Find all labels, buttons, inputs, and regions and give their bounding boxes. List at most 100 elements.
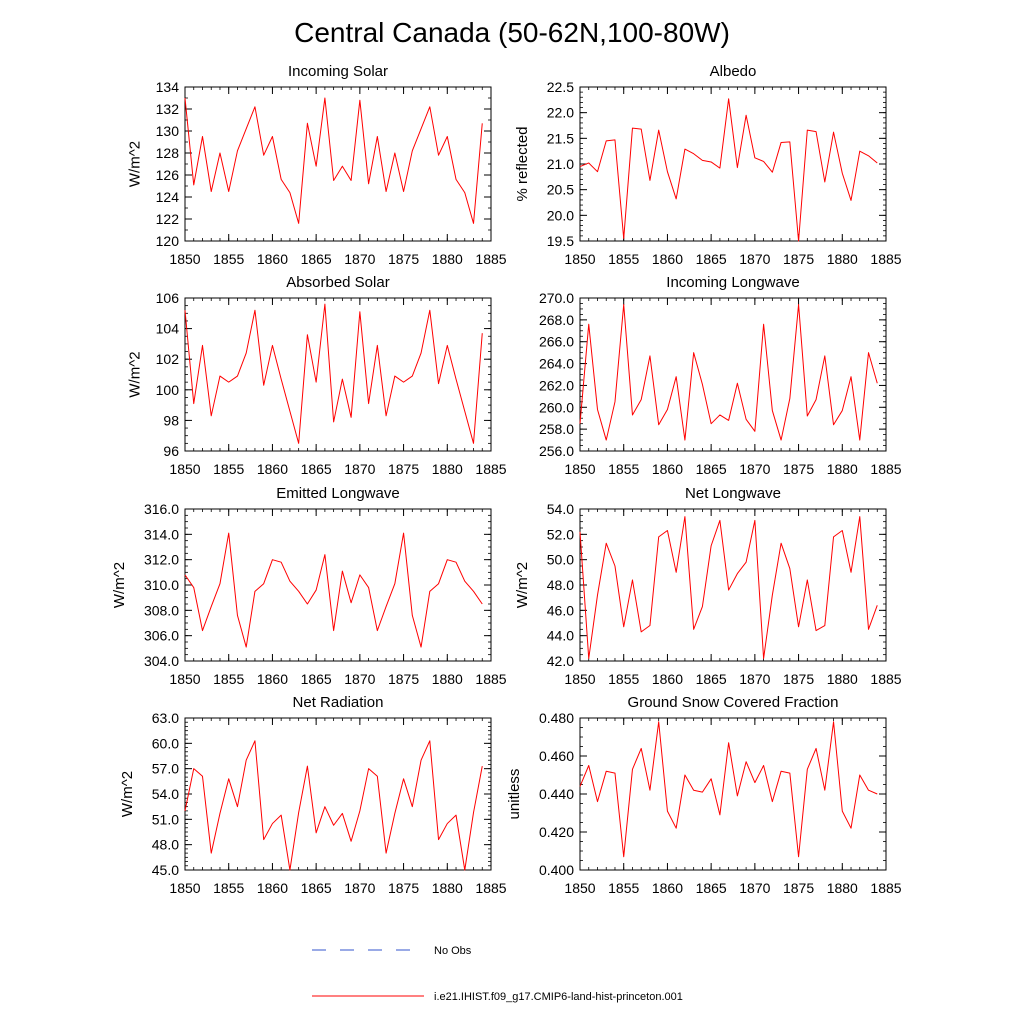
x-tick-label: 1855: [213, 251, 244, 267]
legend-label-2: i.e21.IHIST.f09_g17.CMIP6-land-hist-prin…: [434, 991, 683, 1003]
y-tick-label: 268.0: [539, 312, 574, 328]
y-tick-label: 98: [163, 412, 179, 428]
x-tick-label: 1885: [870, 671, 901, 687]
x-tick-label: 1870: [739, 251, 770, 267]
plot-frame: [184, 717, 492, 871]
y-tick-label: 54.0: [547, 501, 574, 517]
x-tick-label: 1865: [301, 880, 332, 896]
x-tick-label: 1850: [169, 251, 200, 267]
x-tick-label: 1855: [608, 251, 639, 267]
x-tick-label: 1860: [257, 461, 288, 477]
plot-frame: [184, 297, 492, 452]
y-tick-label: 104: [156, 321, 180, 337]
x-tick-label: 1870: [739, 880, 770, 896]
x-tick-label: 1860: [257, 671, 288, 687]
plot-frame: [184, 86, 492, 242]
plot-frame: [579, 717, 887, 871]
y-tick-label: 45.0: [152, 862, 179, 878]
y-tick-label: 122: [156, 211, 180, 227]
panel-title: Incoming Longwave: [666, 274, 799, 291]
x-tick-label: 1875: [783, 671, 814, 687]
plot-frame: [184, 508, 492, 662]
x-tick-label: 1880: [432, 251, 463, 267]
x-tick-label: 1860: [257, 880, 288, 896]
y-tick-label: 100: [156, 382, 180, 398]
x-tick-label: 1880: [432, 880, 463, 896]
y-tick-label: 21.0: [547, 156, 574, 172]
y-tick-label: 106: [156, 290, 180, 306]
series-line: [184, 532, 483, 648]
y-tick-label: 124: [156, 189, 180, 205]
y-tick-label: 48.0: [152, 837, 179, 853]
x-tick-label: 1875: [783, 461, 814, 477]
x-tick-label: 1880: [827, 671, 858, 687]
y-axis-label: W/m^2: [127, 351, 144, 397]
y-tick-label: 48.0: [547, 577, 574, 593]
y-tick-label: 314.0: [144, 526, 179, 542]
series-line: [184, 740, 483, 871]
y-tick-label: 63.0: [152, 710, 179, 726]
legend-label-1: No Obs: [434, 945, 472, 957]
x-tick-label: 1860: [652, 671, 683, 687]
x-tick-label: 1855: [608, 671, 639, 687]
x-tick-label: 1865: [301, 251, 332, 267]
panels: 1850 1855 1860 1865 1870 1875 1880 1885 120 122 12…: [111, 63, 902, 896]
y-tick-label: 96: [163, 443, 179, 459]
y-tick-label: 19.5: [547, 233, 574, 249]
x-tick-label: 1870: [739, 461, 770, 477]
figure-title: Central Canada (50-62N,100-80W): [294, 17, 730, 48]
x-tick-label: 1870: [739, 671, 770, 687]
panel-6: 1850 1855 1860 1865 1870 1875 1880 1885 42.0 44.0…: [514, 485, 902, 687]
series-line: [579, 516, 878, 659]
y-tick-label: 312.0: [144, 552, 179, 568]
y-tick-label: 0.440: [539, 786, 574, 802]
y-tick-label: 306.0: [144, 628, 179, 644]
x-tick-label: 1860: [652, 251, 683, 267]
x-tick-label: 1860: [257, 251, 288, 267]
x-tick-label: 1885: [475, 461, 506, 477]
x-tick-label: 1855: [213, 671, 244, 687]
x-tick-label: 1885: [870, 880, 901, 896]
x-tick-label: 1865: [301, 671, 332, 687]
y-tick-label: 22.5: [547, 79, 574, 95]
panel-8: 1850 1855 1860 1865 1870 1875 1880 1885 0.400 0.4…: [506, 694, 902, 896]
y-tick-label: 132: [156, 101, 180, 117]
y-tick-label: 120: [156, 233, 180, 249]
x-tick-label: 1860: [652, 880, 683, 896]
panel-1: 1850 1855 1860 1865 1870 1875 1880 1885 120 122 12…: [127, 63, 507, 267]
x-tick-label: 1865: [696, 880, 727, 896]
y-axis-label: W/m^2: [514, 562, 531, 608]
x-tick-label: 1850: [564, 461, 595, 477]
y-tick-label: 264.0: [539, 356, 574, 372]
series-line: [579, 304, 878, 441]
panel-title: Net Longwave: [685, 485, 781, 502]
panel-2: 1850 1855 1860 1865 1870 1875 1880 1885 19.5 20.0…: [514, 63, 902, 267]
y-tick-label: 0.480: [539, 710, 574, 726]
panel-5: 1850 1855 1860 1865 1870 1875 1880 1885 304.0 306…: [111, 485, 507, 687]
y-tick-label: 308.0: [144, 602, 179, 618]
panel-title: Absorbed Solar: [286, 274, 389, 291]
y-axis-label: W/m^2: [111, 562, 128, 608]
x-tick-label: 1865: [696, 251, 727, 267]
series-line: [184, 303, 483, 444]
x-tick-label: 1875: [388, 461, 419, 477]
y-tick-label: 54.0: [152, 786, 179, 802]
y-tick-label: 42.0: [547, 653, 574, 669]
y-tick-label: 0.420: [539, 824, 574, 840]
x-tick-label: 1885: [475, 671, 506, 687]
y-tick-label: 22.0: [547, 105, 574, 121]
x-tick-label: 1885: [870, 251, 901, 267]
y-tick-label: 0.460: [539, 748, 574, 764]
y-tick-label: 20.5: [547, 182, 574, 198]
x-tick-label: 1850: [564, 671, 595, 687]
x-tick-label: 1870: [344, 461, 375, 477]
x-tick-label: 1875: [388, 880, 419, 896]
x-tick-label: 1850: [564, 880, 595, 896]
x-tick-label: 1880: [432, 461, 463, 477]
x-tick-label: 1865: [301, 461, 332, 477]
x-tick-label: 1855: [213, 461, 244, 477]
x-tick-label: 1875: [388, 251, 419, 267]
y-tick-label: 304.0: [144, 653, 179, 669]
x-tick-label: 1850: [169, 671, 200, 687]
